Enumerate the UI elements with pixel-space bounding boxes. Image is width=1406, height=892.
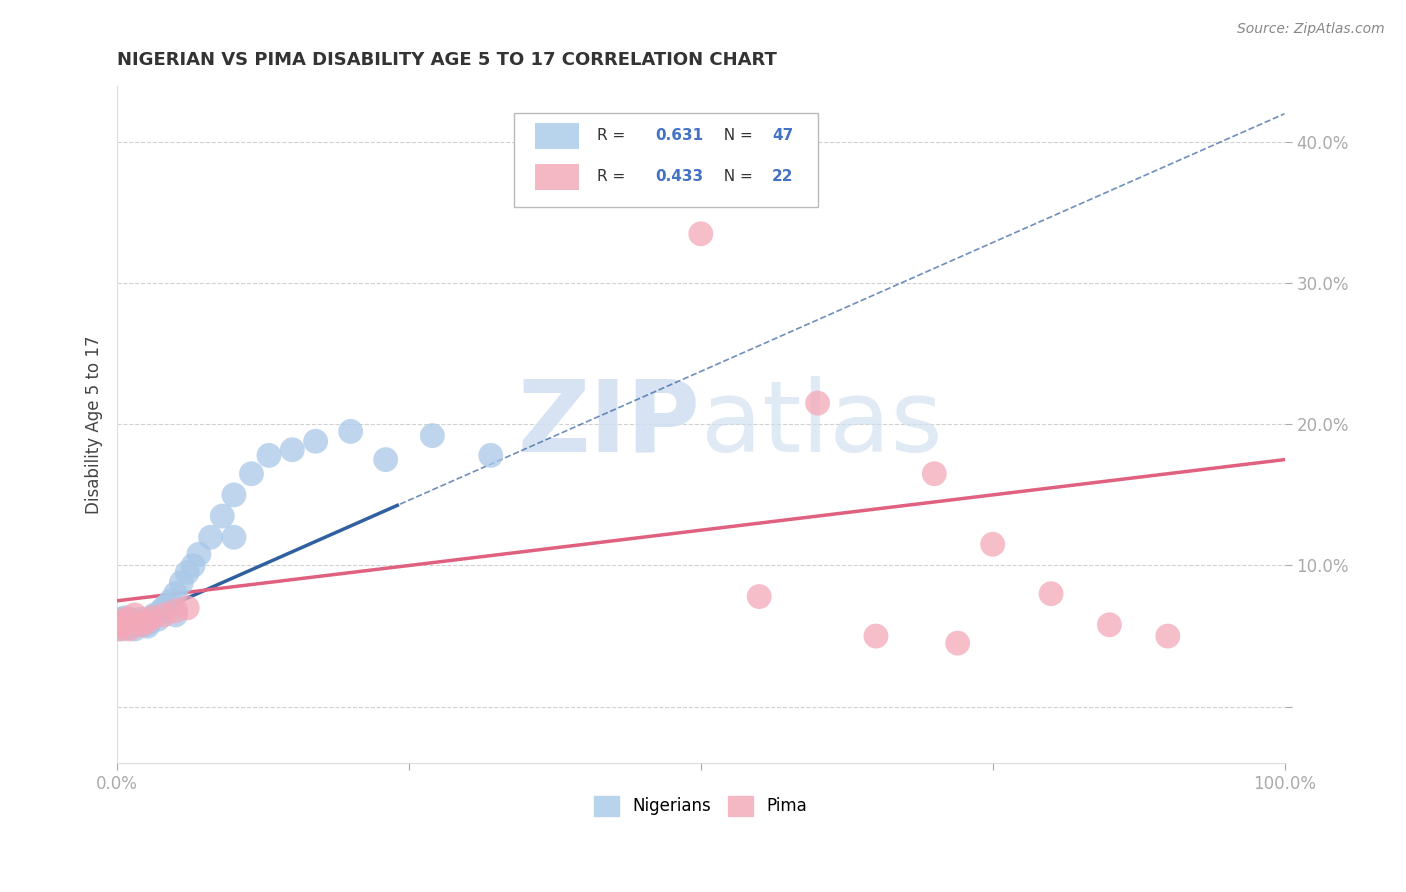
Pima bbox=[981, 537, 1004, 551]
Pima bbox=[129, 617, 152, 632]
Pima bbox=[806, 396, 828, 410]
Nigerians bbox=[146, 612, 169, 626]
Pima bbox=[110, 615, 132, 629]
Nigerians bbox=[120, 619, 142, 633]
Legend: Nigerians, Pima: Nigerians, Pima bbox=[588, 789, 814, 822]
Pima bbox=[865, 629, 887, 643]
Pima bbox=[176, 600, 198, 615]
Nigerians bbox=[422, 428, 444, 442]
Nigerians bbox=[121, 615, 143, 629]
Nigerians bbox=[187, 547, 209, 561]
Pima bbox=[135, 615, 157, 629]
Text: ZIP: ZIP bbox=[517, 376, 700, 473]
Pima bbox=[1040, 587, 1063, 601]
Pima bbox=[689, 227, 711, 241]
Nigerians bbox=[222, 530, 245, 544]
Nigerians bbox=[111, 622, 134, 636]
Nigerians bbox=[134, 617, 156, 632]
Nigerians bbox=[211, 509, 233, 524]
Nigerians bbox=[129, 612, 152, 626]
Pima bbox=[112, 617, 135, 632]
Nigerians bbox=[170, 575, 193, 590]
Nigerians bbox=[160, 594, 183, 608]
Nigerians bbox=[124, 622, 146, 636]
Pima bbox=[107, 622, 129, 636]
Text: 0.433: 0.433 bbox=[655, 169, 703, 185]
Nigerians bbox=[143, 607, 166, 622]
Nigerians bbox=[107, 615, 129, 629]
Nigerians bbox=[374, 452, 396, 467]
Nigerians bbox=[139, 615, 162, 629]
Nigerians bbox=[153, 600, 176, 615]
Pima bbox=[141, 611, 163, 625]
FancyBboxPatch shape bbox=[536, 123, 579, 149]
Text: N =: N = bbox=[714, 169, 758, 185]
Nigerians bbox=[181, 558, 204, 573]
Pima bbox=[946, 636, 969, 650]
Text: 22: 22 bbox=[772, 169, 793, 185]
Pima bbox=[165, 604, 187, 618]
Text: 47: 47 bbox=[772, 128, 793, 143]
Nigerians bbox=[117, 621, 139, 635]
Nigerians bbox=[136, 619, 159, 633]
Pima bbox=[1098, 617, 1121, 632]
Text: R =: R = bbox=[598, 169, 630, 185]
Text: N =: N = bbox=[714, 128, 758, 143]
Nigerians bbox=[304, 434, 326, 449]
Nigerians bbox=[118, 612, 141, 626]
Pima bbox=[115, 612, 138, 626]
Pima bbox=[153, 607, 176, 622]
Nigerians bbox=[127, 616, 149, 631]
Nigerians bbox=[165, 607, 187, 622]
Nigerians bbox=[281, 442, 304, 457]
Nigerians bbox=[122, 617, 145, 632]
Text: Source: ZipAtlas.com: Source: ZipAtlas.com bbox=[1237, 22, 1385, 37]
Pima bbox=[124, 607, 146, 622]
Nigerians bbox=[240, 467, 263, 481]
FancyBboxPatch shape bbox=[515, 112, 817, 208]
Nigerians bbox=[118, 616, 141, 631]
Nigerians bbox=[156, 598, 179, 612]
Pima bbox=[1157, 629, 1180, 643]
Nigerians bbox=[257, 449, 280, 463]
Y-axis label: Disability Age 5 to 17: Disability Age 5 to 17 bbox=[86, 335, 103, 514]
Pima bbox=[118, 622, 141, 636]
Text: 0.631: 0.631 bbox=[655, 128, 703, 143]
Nigerians bbox=[132, 615, 155, 629]
Nigerians bbox=[114, 611, 136, 625]
Nigerians bbox=[115, 617, 138, 632]
Text: NIGERIAN VS PIMA DISABILITY AGE 5 TO 17 CORRELATION CHART: NIGERIAN VS PIMA DISABILITY AGE 5 TO 17 … bbox=[117, 51, 778, 69]
Nigerians bbox=[222, 488, 245, 502]
FancyBboxPatch shape bbox=[536, 164, 579, 190]
Text: R =: R = bbox=[598, 128, 630, 143]
Nigerians bbox=[125, 614, 148, 628]
Nigerians bbox=[339, 425, 361, 439]
Nigerians bbox=[176, 566, 198, 580]
Nigerians bbox=[141, 611, 163, 625]
Nigerians bbox=[150, 604, 173, 618]
Nigerians bbox=[110, 612, 132, 626]
Nigerians bbox=[112, 619, 135, 633]
Nigerians bbox=[108, 617, 131, 632]
Nigerians bbox=[479, 449, 502, 463]
Text: atlas: atlas bbox=[700, 376, 942, 473]
Pima bbox=[748, 590, 770, 604]
Nigerians bbox=[200, 530, 222, 544]
Nigerians bbox=[112, 615, 135, 629]
Nigerians bbox=[165, 587, 187, 601]
Pima bbox=[924, 467, 946, 481]
